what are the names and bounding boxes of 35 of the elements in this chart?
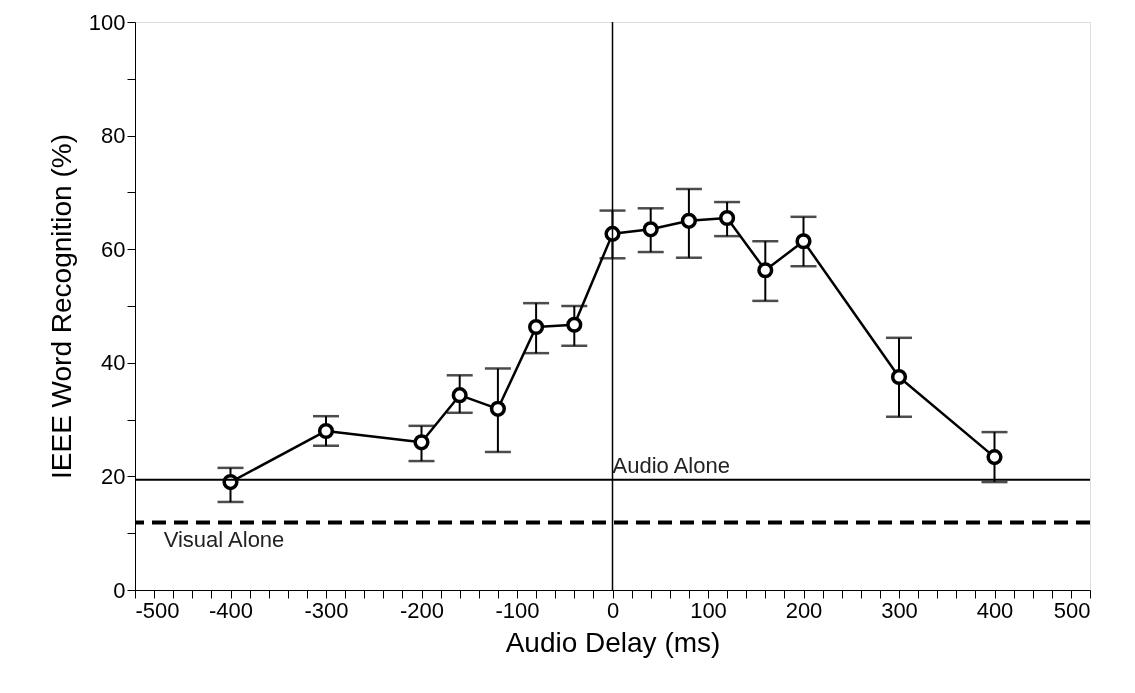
ref-line-label: Audio Alone [612, 452, 730, 478]
point [566, 316, 583, 333]
y-tick-label: 40 [101, 350, 126, 376]
x-tick-label: 500 [1053, 597, 1091, 623]
point [890, 368, 908, 386]
point [986, 449, 1003, 466]
y-tick-label: 20 [101, 463, 126, 489]
point [680, 212, 697, 229]
point [451, 387, 468, 404]
x-tick-label: -500 [135, 597, 180, 623]
y-tick-label: 0 [113, 577, 126, 603]
y-tick-label: 60 [101, 236, 126, 262]
point [604, 225, 621, 242]
x-tick-label: -300 [304, 597, 349, 623]
point [795, 233, 812, 250]
x-tick-label: 400 [976, 597, 1014, 623]
x-tick-label: 300 [881, 597, 918, 623]
x-tick-label: -100 [495, 597, 540, 623]
x-axis-title: Audio Delay (ms) [505, 626, 721, 658]
y-tick-label: 100 [88, 9, 126, 35]
point [719, 209, 736, 227]
ref-line-label: Visual Alone [163, 527, 285, 553]
x-tick-label: 0 [606, 597, 620, 623]
x-tick-label: 100 [690, 597, 727, 623]
x-tick-label: -400 [208, 597, 254, 623]
point [317, 422, 335, 440]
y-axis-title: IEEE Word Recognition (%) [45, 134, 77, 479]
point [642, 221, 659, 238]
y-tick-label: 80 [101, 123, 126, 149]
point [757, 262, 774, 279]
point [489, 400, 506, 417]
point [413, 434, 430, 451]
x-tick-label: -200 [399, 597, 445, 623]
x-tick-label: 200 [785, 597, 823, 623]
point [528, 318, 545, 336]
